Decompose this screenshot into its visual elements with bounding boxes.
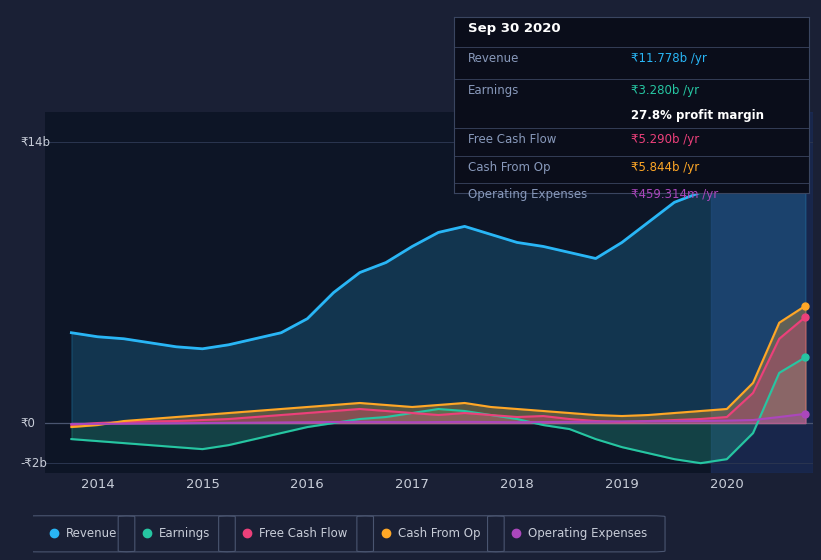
Text: Earnings: Earnings: [468, 84, 520, 97]
Text: Revenue: Revenue: [66, 527, 117, 540]
Text: Operating Expenses: Operating Expenses: [468, 188, 588, 201]
Text: 27.8% profit margin: 27.8% profit margin: [631, 109, 764, 122]
Text: ₹0: ₹0: [21, 417, 35, 430]
Text: -₹2b: -₹2b: [21, 456, 48, 470]
Text: Sep 30 2020: Sep 30 2020: [468, 22, 561, 35]
Text: Operating Expenses: Operating Expenses: [529, 527, 648, 540]
Text: ₹5.290b /yr: ₹5.290b /yr: [631, 133, 699, 146]
Text: ₹3.280b /yr: ₹3.280b /yr: [631, 84, 699, 97]
Text: Free Cash Flow: Free Cash Flow: [468, 133, 557, 146]
Text: ₹5.844b /yr: ₹5.844b /yr: [631, 161, 699, 175]
Text: Free Cash Flow: Free Cash Flow: [259, 527, 348, 540]
Text: Cash From Op: Cash From Op: [397, 527, 480, 540]
Text: ₹11.778b /yr: ₹11.778b /yr: [631, 52, 707, 65]
Text: Revenue: Revenue: [468, 52, 520, 65]
Text: Earnings: Earnings: [159, 527, 210, 540]
Text: ₹14b: ₹14b: [21, 136, 51, 148]
Bar: [711, 112, 813, 473]
Text: Cash From Op: Cash From Op: [468, 161, 551, 175]
Text: ₹459.314m /yr: ₹459.314m /yr: [631, 188, 718, 201]
